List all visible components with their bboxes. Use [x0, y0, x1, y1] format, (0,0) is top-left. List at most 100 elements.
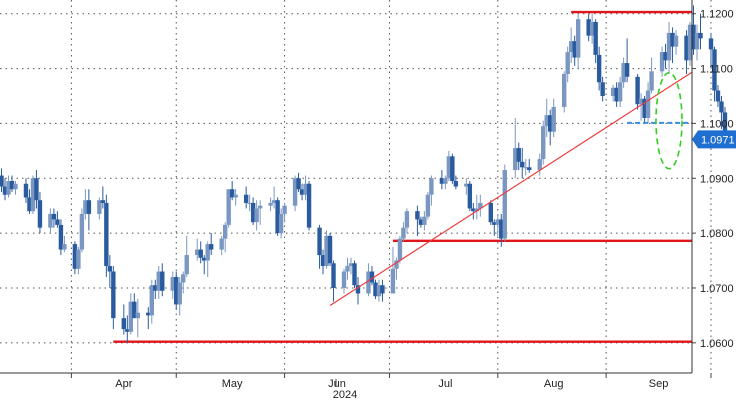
candle-body — [58, 224, 64, 250]
candle-body — [174, 277, 179, 305]
candle-body — [13, 183, 18, 190]
candle-body — [135, 312, 141, 319]
candle-body — [345, 266, 350, 272]
candle-body — [502, 170, 507, 239]
candle-body — [575, 19, 581, 58]
candle-body — [254, 208, 259, 223]
annotations: 1.0971 — [329, 71, 736, 307]
x-tick-label: Jul — [438, 378, 452, 390]
y-tick-label: 1.1100 — [700, 64, 733, 76]
candle-body — [527, 167, 532, 171]
candle-body — [715, 90, 721, 102]
highlight-ellipse — [655, 71, 683, 170]
candle-body — [589, 21, 595, 36]
horizontal-levels — [113, 10, 692, 343]
y-tick-label: 1.1000 — [700, 118, 734, 130]
candle-body — [369, 271, 375, 283]
candle-body — [86, 200, 92, 214]
candle-body — [561, 74, 567, 107]
x-tick-label: Sep — [649, 378, 669, 390]
candle-body — [111, 271, 116, 319]
candle-body — [586, 19, 591, 36]
candle-body — [712, 49, 717, 91]
candle-body — [156, 271, 161, 291]
candle-body — [684, 35, 689, 61]
current-price-tag — [692, 130, 736, 149]
candle-body — [292, 178, 298, 206]
trendline — [329, 71, 693, 307]
x-tick-label: Jun — [328, 378, 346, 390]
y-tick-label: 1.0600 — [700, 338, 734, 350]
candle-body — [6, 181, 11, 195]
candle-body — [205, 244, 210, 261]
candle-body — [443, 178, 448, 184]
candle-body — [2, 186, 8, 195]
candle-body — [418, 219, 424, 225]
candle-body — [568, 41, 574, 53]
candle-body — [48, 213, 53, 228]
candle-body — [621, 63, 626, 83]
candle-body — [229, 189, 235, 198]
candle-body — [516, 148, 521, 162]
candle-body — [275, 200, 280, 234]
candle-body — [401, 227, 406, 239]
candle-body — [83, 200, 88, 214]
candle-body — [467, 183, 473, 209]
candle-body — [268, 202, 273, 206]
candle-body — [202, 257, 207, 261]
candle-body — [670, 32, 675, 47]
candle-body — [128, 301, 134, 332]
candle-body — [184, 255, 189, 275]
candle-body — [572, 41, 577, 58]
candle-body — [624, 63, 630, 77]
candle-body — [348, 263, 354, 267]
candle-body — [422, 216, 427, 225]
candle-body — [645, 90, 651, 118]
candles — [0, 5, 728, 343]
candle-body — [642, 98, 647, 118]
candle-body — [0, 175, 4, 187]
candle-body — [453, 181, 459, 187]
candle-body — [638, 98, 644, 105]
candle-body — [429, 178, 434, 195]
candle-body — [376, 285, 382, 297]
candle-body — [544, 115, 549, 127]
candle-body — [397, 238, 403, 261]
y-tick-label: 1.1200 — [700, 9, 734, 21]
candle-body — [593, 21, 598, 55]
candle-body — [373, 282, 378, 297]
candle-body — [600, 82, 605, 96]
candle-body — [415, 211, 420, 220]
candle-body — [9, 181, 15, 190]
candle-body — [635, 76, 640, 105]
candle-body — [30, 178, 36, 212]
candle-body — [495, 219, 500, 225]
current-price-label: 1.0971 — [701, 134, 735, 146]
candle-body — [303, 183, 308, 195]
candle-body — [404, 211, 410, 228]
candle-body — [523, 167, 528, 169]
candle-body — [551, 106, 556, 132]
candle-body — [659, 52, 665, 72]
candle-body — [97, 200, 102, 214]
y-tick-label: 1.0700 — [700, 283, 734, 295]
candle-body — [104, 202, 109, 267]
candle-body — [488, 202, 493, 223]
candle-body — [450, 156, 455, 182]
candle-body — [296, 178, 301, 190]
candle-body — [366, 271, 371, 294]
candle-body — [271, 200, 277, 203]
candle-body — [666, 32, 672, 61]
candle-body — [499, 219, 504, 239]
candle-body — [610, 87, 616, 96]
candle-body — [250, 202, 256, 223]
candle-body — [719, 101, 724, 113]
candle-body — [247, 202, 252, 204]
candle-body — [324, 235, 329, 267]
candle-body — [446, 156, 452, 179]
candle-body — [219, 238, 224, 250]
y-tick-label: 1.0800 — [700, 228, 734, 240]
candle-body — [34, 178, 39, 201]
gridlines — [0, 0, 712, 373]
x-tick-label: Apr — [115, 378, 132, 390]
